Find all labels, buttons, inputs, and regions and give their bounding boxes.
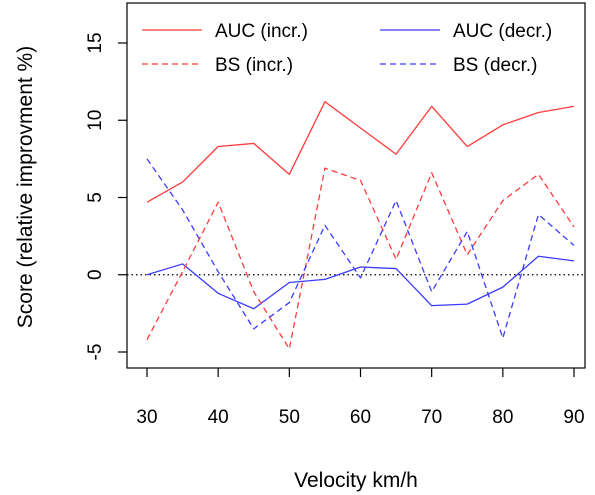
legend-label: AUC (incr.): [215, 21, 308, 42]
series-line: [146, 101, 575, 203]
series-layer: [146, 101, 575, 350]
y-tick-label: -5: [85, 344, 106, 361]
legend-item: BS (incr.): [142, 55, 293, 76]
legend-item: BS (decr.): [380, 55, 537, 76]
series-3: [146, 158, 575, 339]
plot-frame: [126, 2, 586, 369]
series-line: [146, 255, 575, 310]
x-tick-label: 60: [350, 407, 371, 428]
x-axis-title: Velocity km/h: [294, 469, 418, 492]
x-tick-label: 80: [492, 407, 513, 428]
legend-item: AUC (incr.): [142, 21, 308, 42]
series-line: [146, 167, 575, 350]
y-axis: -5 0 5 10 15: [85, 32, 127, 360]
legend-item: AUC (decr.): [380, 21, 552, 42]
legend-label: AUC (decr.): [453, 21, 552, 42]
series-0: [146, 101, 575, 203]
series-line: [146, 158, 575, 339]
y-axis-title: Score (relative improvment %): [14, 46, 37, 328]
x-tick-label: 70: [421, 407, 442, 428]
legend: AUC (incr.) AUC (decr.) BS (incr.) BS (decr…: [142, 21, 552, 76]
x-tick-label: 50: [279, 407, 300, 428]
series-2: [146, 167, 575, 350]
x-axis: 30 40 50 60 70 80 90: [136, 368, 585, 428]
y-tick-label: 0: [85, 269, 106, 280]
plot-box: [126, 2, 586, 369]
x-tick-label: 30: [136, 407, 157, 428]
y-tick-label: 15: [85, 32, 106, 53]
y-tick-label: 5: [85, 192, 106, 203]
legend-label: BS (incr.): [215, 55, 293, 76]
series-1: [146, 255, 575, 310]
y-tick-label: 10: [85, 110, 106, 131]
legend-label: BS (decr.): [453, 55, 537, 76]
x-tick-label: 90: [563, 407, 584, 428]
x-tick-label: 40: [208, 407, 229, 428]
